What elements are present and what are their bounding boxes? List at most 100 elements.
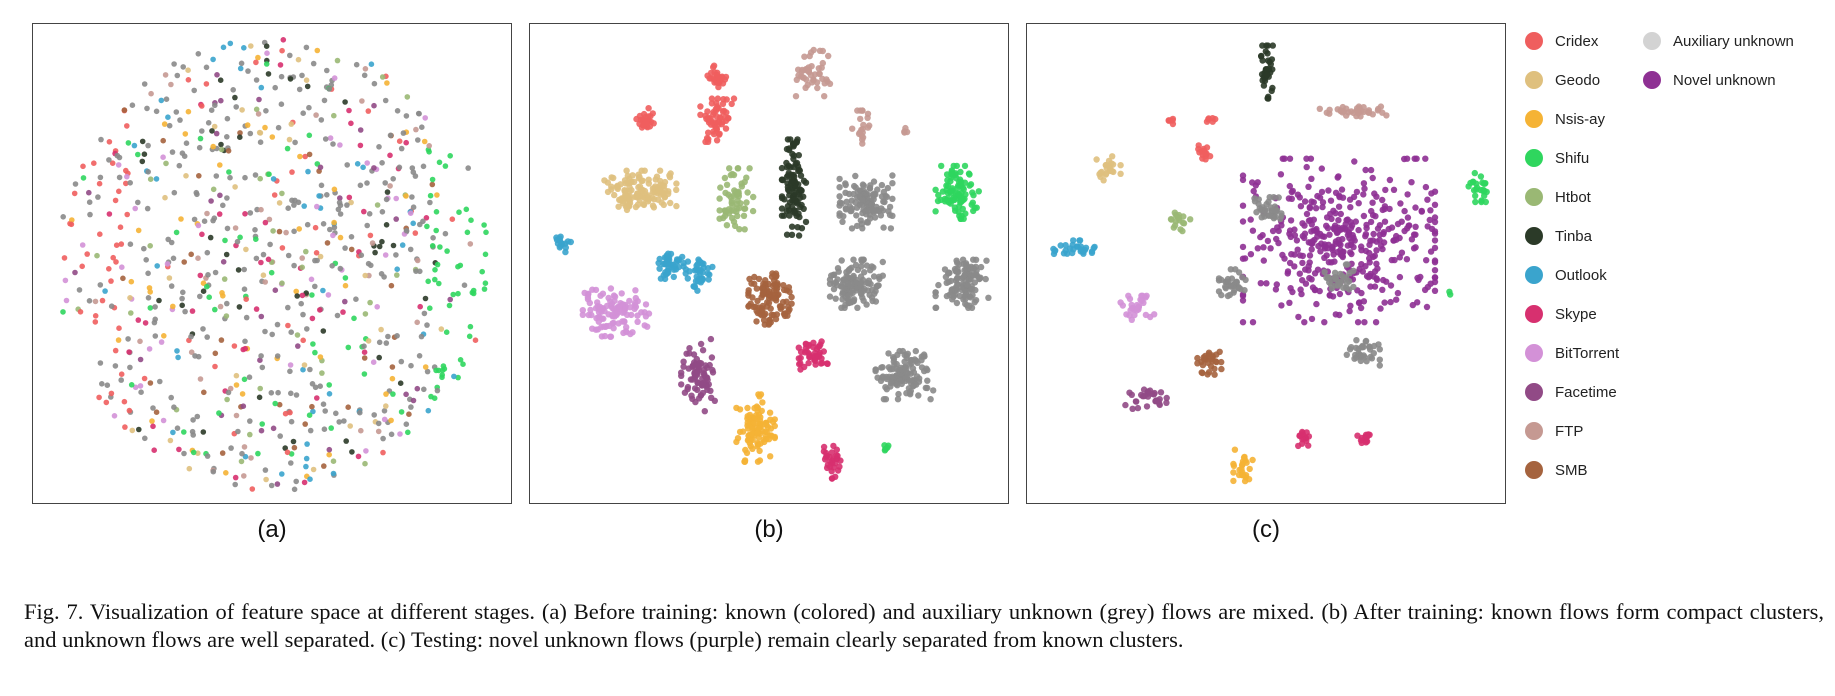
scatter-point	[207, 234, 214, 241]
scatter-point	[179, 302, 185, 309]
scatter-point	[1215, 288, 1223, 295]
scatter-point	[266, 216, 273, 223]
scatter-point	[429, 181, 436, 188]
scatter-point	[234, 238, 241, 245]
scatter-point	[790, 152, 798, 159]
scatter-point	[1369, 199, 1376, 206]
scatter-point	[1163, 399, 1170, 406]
scatter-point	[773, 282, 780, 290]
scatter-point	[303, 463, 309, 470]
scatter-point	[859, 181, 867, 188]
legend-marker	[1525, 227, 1543, 245]
scatter-point	[842, 206, 850, 213]
scatter-point	[122, 424, 128, 430]
scatter-point	[403, 113, 410, 119]
scatter-point	[966, 171, 973, 178]
scatter-point	[334, 57, 341, 64]
scatter-point	[771, 416, 778, 423]
scatter-point	[725, 114, 732, 122]
scatter-point	[611, 191, 618, 199]
scatter-point	[394, 266, 401, 272]
scatter-point	[239, 391, 246, 397]
scatter-point	[99, 381, 105, 387]
scatter-point	[1390, 237, 1397, 244]
scatter-point	[217, 77, 224, 83]
legend-item-outlook: Outlook	[1525, 264, 1607, 286]
scatter-point	[1427, 207, 1434, 214]
scatter-point	[344, 162, 351, 168]
scatter-point	[786, 288, 793, 296]
scatter-point	[876, 275, 883, 283]
legend: Cridex Geodo Nsis-ay Shifu Htbot Tinba Outlook…	[1525, 30, 1825, 500]
scatter-point	[200, 429, 207, 435]
scatter-point	[1372, 213, 1379, 220]
scatter-point	[893, 360, 900, 368]
scatter-point	[447, 153, 454, 159]
scatter-point	[645, 105, 652, 112]
scatter-point	[258, 427, 265, 434]
scatter-point	[946, 291, 953, 298]
scatter-point	[693, 262, 700, 269]
scatter-point	[1275, 227, 1282, 235]
legend-item-geodo: Geodo	[1525, 69, 1600, 91]
scatter-point	[1380, 276, 1387, 284]
scatter-point	[223, 470, 229, 476]
scatter-point	[126, 349, 132, 355]
scatter-point	[901, 128, 908, 135]
scatter-point	[92, 298, 99, 305]
scatter-point	[342, 282, 349, 289]
scatter-point	[340, 309, 346, 315]
scatter-point	[324, 67, 330, 74]
scatter-point	[1341, 225, 1349, 232]
scatter-point	[749, 436, 756, 443]
scatter-point	[863, 262, 871, 269]
scatter-point	[278, 101, 285, 107]
scatter-point	[633, 115, 640, 123]
scatter-point	[225, 389, 232, 396]
scatter-point	[258, 353, 264, 359]
scatter-point	[708, 354, 716, 361]
scatter-point	[680, 363, 687, 370]
scatter-point	[157, 378, 163, 385]
legend-label: Nsis-ay	[1555, 110, 1606, 128]
scatter-point	[743, 199, 750, 206]
scatter-point	[965, 276, 973, 283]
scatter-point	[333, 410, 339, 417]
scatter-point	[174, 348, 180, 354]
scatter-point	[800, 205, 807, 212]
scatter-point	[1325, 187, 1332, 194]
scatter-point	[1317, 230, 1324, 238]
scatter-point	[795, 152, 802, 159]
scatter-point	[853, 222, 861, 230]
scatter-point	[427, 199, 433, 206]
scatter-point	[320, 287, 326, 294]
scatter-point	[139, 158, 146, 165]
scatter-point	[1398, 249, 1406, 256]
scatter-point	[898, 366, 906, 373]
scatter-point	[1298, 290, 1305, 298]
scatter-point	[162, 194, 168, 201]
scatter-point	[808, 79, 816, 86]
legend-item-bittorrent: BitTorrent	[1525, 342, 1619, 364]
scatter-point	[859, 225, 866, 232]
scatter-point	[1319, 203, 1326, 211]
scatter-point	[693, 368, 701, 375]
scatter-point	[432, 267, 438, 273]
scatter-point	[654, 184, 662, 191]
scatter-point	[1091, 243, 1098, 251]
legend-item-smb: SMB	[1525, 459, 1588, 481]
scatter-point	[94, 252, 100, 259]
scatter-point	[217, 162, 223, 168]
scatter-point	[1403, 256, 1411, 263]
scatter-point	[1250, 187, 1257, 195]
scatter-point	[151, 447, 157, 454]
scatter-point	[443, 329, 450, 336]
scatter-point	[1358, 344, 1366, 351]
scatter-point	[232, 184, 238, 190]
scatter-point	[722, 125, 730, 132]
scatter-point	[621, 308, 628, 316]
scatter-point	[751, 420, 758, 427]
legend-label: SMB	[1555, 461, 1588, 479]
scatter-point	[562, 244, 569, 251]
scatter-point	[947, 178, 954, 185]
